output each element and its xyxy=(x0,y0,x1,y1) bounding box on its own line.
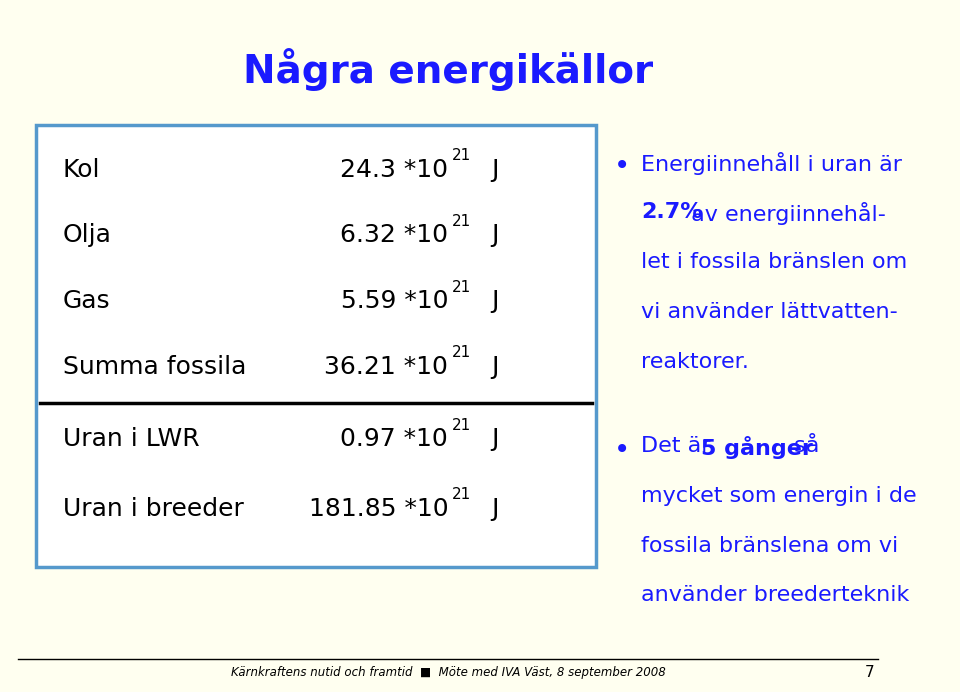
FancyBboxPatch shape xyxy=(36,125,596,567)
Text: 181.85 ​*10: 181.85 ​*10 xyxy=(308,497,448,520)
Text: Det är: Det är xyxy=(641,436,717,456)
Text: 5.59 ​*10: 5.59 ​*10 xyxy=(341,289,448,313)
Text: J: J xyxy=(484,355,499,379)
Text: Gas: Gas xyxy=(62,289,110,313)
Text: J: J xyxy=(484,428,499,451)
Text: Energiinnehåll i uran är: Energiinnehåll i uran är xyxy=(641,152,909,175)
Text: 24.3 ​*10: 24.3 ​*10 xyxy=(340,158,448,181)
Text: •: • xyxy=(614,152,631,180)
Text: Olja: Olja xyxy=(62,224,111,247)
Text: 5 gånger: 5 gånger xyxy=(701,436,812,459)
Text: Uran i LWR: Uran i LWR xyxy=(62,428,200,451)
Text: vi använder lättvatten-: vi använder lättvatten- xyxy=(641,302,898,322)
Text: 21: 21 xyxy=(452,487,471,502)
Text: let i fossila bränslen om: let i fossila bränslen om xyxy=(641,252,907,272)
Text: 21: 21 xyxy=(452,214,471,229)
Text: Summa fossila: Summa fossila xyxy=(62,355,246,379)
Text: 6.32 ​*10: 6.32 ​*10 xyxy=(340,224,448,247)
Text: Kärnkraftens nutid och framtid  ■  Möte med IVA Väst, 8 september 2008: Kärnkraftens nutid och framtid ■ Möte me… xyxy=(230,666,665,679)
Text: 2.7%: 2.7% xyxy=(641,202,703,222)
Text: •: • xyxy=(614,436,631,464)
Text: så: så xyxy=(786,436,819,456)
Text: av energiinnehål-: av energiinnehål- xyxy=(684,202,886,225)
Text: 0.97 ​*10: 0.97 ​*10 xyxy=(341,428,448,451)
Text: 21: 21 xyxy=(452,280,471,295)
Text: 21: 21 xyxy=(452,345,471,361)
Text: J: J xyxy=(484,497,499,520)
Text: reaktorer.: reaktorer. xyxy=(641,352,749,372)
Text: mycket som energin i de: mycket som energin i de xyxy=(641,486,917,506)
Text: 21: 21 xyxy=(452,148,471,163)
Text: 36.21 ​*10: 36.21 ​*10 xyxy=(324,355,448,379)
Text: J: J xyxy=(484,158,499,181)
Text: J: J xyxy=(484,224,499,247)
Text: fossila bränslena om vi: fossila bränslena om vi xyxy=(641,536,899,556)
Text: 21: 21 xyxy=(452,418,471,433)
Text: Kol: Kol xyxy=(62,158,100,181)
Text: använder breederteknik: använder breederteknik xyxy=(641,585,909,606)
Text: J: J xyxy=(484,289,499,313)
Text: Några energikällor: Några energikällor xyxy=(243,48,653,91)
Text: 7: 7 xyxy=(864,665,874,680)
Text: Uran i breeder: Uran i breeder xyxy=(62,497,244,520)
